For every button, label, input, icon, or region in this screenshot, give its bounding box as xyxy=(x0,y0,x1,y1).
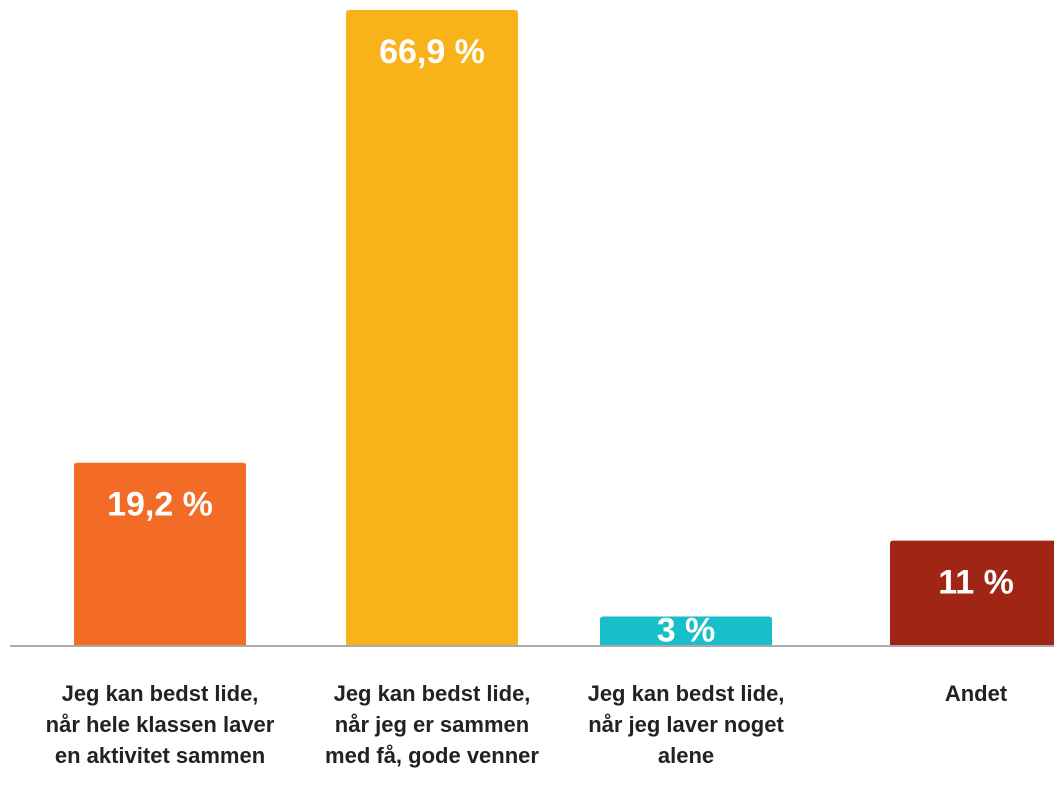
bar xyxy=(74,462,246,645)
bar xyxy=(600,616,772,645)
value-label: 19,2 % xyxy=(107,486,213,524)
value-label: 3 % xyxy=(657,612,716,650)
value-label: 11 % xyxy=(938,564,1014,602)
bar xyxy=(890,540,1054,645)
value-label: 66,9 % xyxy=(379,33,485,71)
category-label: Jeg kan bedst lide, når jeg er sammen me… xyxy=(325,681,539,768)
bar xyxy=(346,10,518,645)
category-label: Andet xyxy=(944,681,1008,706)
category-label: Jeg kan bedst lide, når hele klassen lav… xyxy=(45,681,275,768)
category-label: Jeg kan bedst lide, når jeg laver noget … xyxy=(587,681,785,768)
